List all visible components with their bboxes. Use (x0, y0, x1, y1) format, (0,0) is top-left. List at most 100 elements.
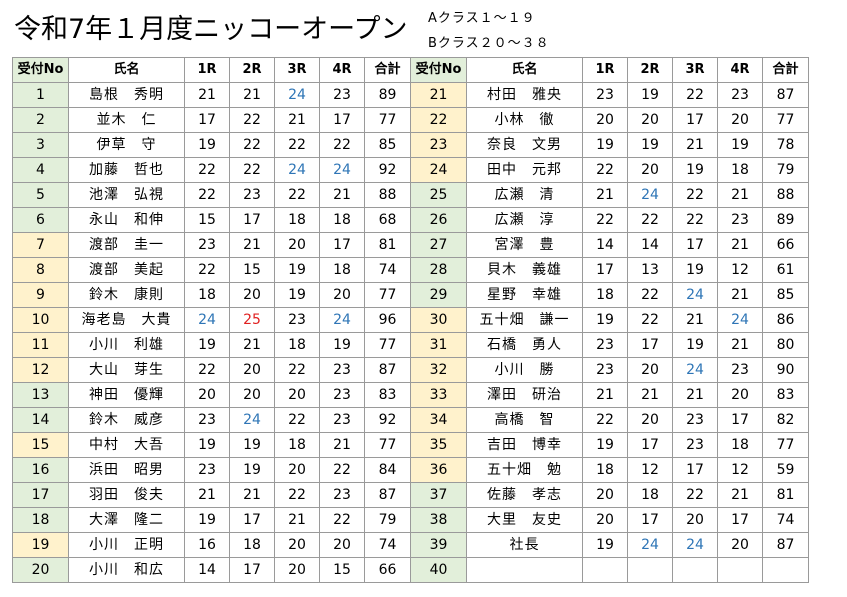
round-score-r4: 18 (319, 257, 365, 283)
round-score-r4: 21 (717, 332, 763, 358)
entry-number: 14 (12, 407, 69, 433)
round-score-r4 (717, 557, 763, 583)
table-row: 19 小川 正明 16 18 20 20 74 39 社長 19 24 24 20 87 (12, 532, 809, 558)
round-score-r2: 15 (229, 257, 275, 283)
player-name: 加藤 哲也 (68, 157, 185, 183)
player-name: 並木 仁 (68, 107, 185, 133)
entry-number: 39 (410, 532, 467, 558)
round-score-r1: 18 (582, 282, 628, 308)
round-score-r2: 24 (229, 407, 275, 433)
total-score: 83 (364, 382, 411, 408)
header-r4: 4R (319, 57, 365, 83)
round-score-r4: 15 (319, 557, 365, 583)
round-score-r1: 21 (184, 82, 230, 108)
entry-number: 18 (12, 507, 69, 533)
round-score-r1: 19 (582, 307, 628, 333)
round-score-r4: 22 (319, 132, 365, 158)
entry-number: 10 (12, 307, 69, 333)
round-score-r3: 19 (274, 282, 320, 308)
header-r2: 2R (627, 57, 673, 83)
entry-number: 3 (12, 132, 69, 158)
player-name: 大山 芽生 (68, 357, 185, 383)
round-score-r1: 17 (582, 257, 628, 283)
round-score-r1: 19 (582, 432, 628, 458)
round-score-r1: 22 (184, 182, 230, 208)
round-score-r4: 24 (717, 307, 763, 333)
round-score-r2: 20 (229, 357, 275, 383)
round-score-r4: 22 (319, 507, 365, 533)
entry-number: 29 (410, 282, 467, 308)
entry-number: 37 (410, 482, 467, 508)
entry-number: 6 (12, 207, 69, 233)
total-score: 77 (364, 107, 411, 133)
player-name: 田中 元邦 (466, 157, 583, 183)
round-score-r4: 22 (319, 457, 365, 483)
player-name: 高橋 智 (466, 407, 583, 433)
round-score-r4: 24 (319, 157, 365, 183)
round-score-r2: 22 (229, 157, 275, 183)
page-title: 令和7年１月度ニッコーオープン (14, 14, 408, 45)
round-score-r1: 17 (184, 107, 230, 133)
player-name: 鈴木 威彦 (68, 407, 185, 433)
round-score-r2: 24 (627, 532, 673, 558)
round-score-r2: 22 (627, 207, 673, 233)
total-score (762, 557, 809, 583)
round-score-r4: 21 (717, 482, 763, 508)
total-score: 66 (364, 557, 411, 583)
entry-number: 26 (410, 207, 467, 233)
round-score-r3: 23 (672, 432, 718, 458)
entry-number: 12 (12, 357, 69, 383)
entry-number: 16 (12, 457, 69, 483)
total-score: 66 (762, 232, 809, 258)
round-score-r4: 23 (717, 357, 763, 383)
total-score: 79 (364, 507, 411, 533)
round-score-r3: 22 (274, 182, 320, 208)
entry-number: 32 (410, 357, 467, 383)
round-score-r1: 22 (582, 407, 628, 433)
round-score-r3: 17 (672, 107, 718, 133)
round-score-r1: 21 (184, 482, 230, 508)
header-no: 受付No (12, 57, 69, 83)
round-score-r3: 22 (672, 207, 718, 233)
round-score-r4: 21 (717, 182, 763, 208)
round-score-r2: 23 (229, 182, 275, 208)
total-score: 87 (762, 82, 809, 108)
entry-number: 27 (410, 232, 467, 258)
round-score-r1: 21 (582, 182, 628, 208)
round-score-r4: 20 (717, 532, 763, 558)
round-score-r1: 20 (582, 107, 628, 133)
round-score-r2: 17 (229, 557, 275, 583)
header-name: 氏名 (466, 57, 583, 83)
round-score-r2: 21 (627, 382, 673, 408)
entry-number: 1 (12, 82, 69, 108)
entry-number: 15 (12, 432, 69, 458)
round-score-r4: 20 (717, 107, 763, 133)
round-score-r3: 22 (274, 482, 320, 508)
round-score-r4: 12 (717, 257, 763, 283)
round-score-r1: 19 (184, 332, 230, 358)
round-score-r2: 22 (627, 282, 673, 308)
round-score-r3: 20 (274, 457, 320, 483)
round-score-r1: 18 (184, 282, 230, 308)
round-score-r1: 19 (184, 432, 230, 458)
table-row: 9 鈴木 康則 18 20 19 20 77 29 星野 幸雄 18 22 24 21 85 (12, 282, 809, 308)
round-score-r3: 22 (672, 482, 718, 508)
round-score-r3: 20 (274, 557, 320, 583)
player-name: 神田 優輝 (68, 382, 185, 408)
total-score: 82 (762, 407, 809, 433)
round-score-r2: 18 (627, 482, 673, 508)
entry-number: 9 (12, 282, 69, 308)
round-score-r3: 20 (274, 232, 320, 258)
round-score-r4: 19 (717, 132, 763, 158)
entry-number: 34 (410, 407, 467, 433)
entry-number: 25 (410, 182, 467, 208)
player-name: 羽田 俊夫 (68, 482, 185, 508)
player-name: 貝木 義雄 (466, 257, 583, 283)
round-score-r4: 24 (319, 307, 365, 333)
table-row: 13 神田 優輝 20 20 20 23 83 33 澤田 研治 21 21 21 20 83 (12, 382, 809, 408)
entry-number: 28 (410, 257, 467, 283)
table-row: 18 大澤 隆二 19 17 21 22 79 38 大里 友史 20 17 20 17 74 (12, 507, 809, 533)
player-name: 渡部 圭一 (68, 232, 185, 258)
round-score-r4: 23 (717, 207, 763, 233)
player-name: 島根 秀明 (68, 82, 185, 108)
